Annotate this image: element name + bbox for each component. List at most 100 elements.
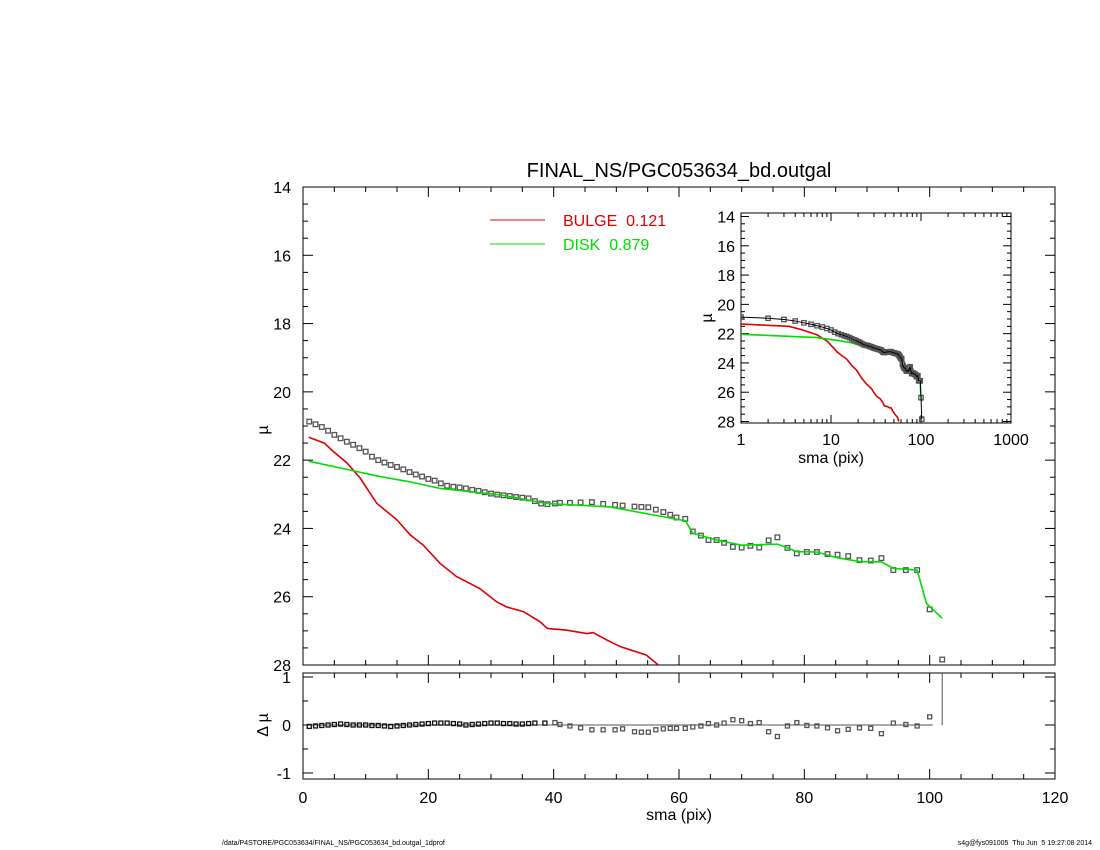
data-point: [631, 503, 638, 510]
residual-point: [814, 723, 820, 729]
data-point: [577, 499, 584, 506]
data-point: [356, 445, 363, 452]
legend-label-bulge: BULGE 0.121: [563, 213, 666, 230]
residual-point: [444, 720, 450, 726]
data-point: [838, 331, 845, 338]
residual-point: [542, 720, 548, 726]
y-tick-label: 18: [273, 317, 291, 334]
data-point: [419, 473, 426, 480]
residual-point: [394, 723, 400, 729]
residual-point: [721, 720, 727, 726]
data-point: [784, 544, 791, 551]
residual-point: [312, 723, 319, 729]
inset-y-tick-label: 22: [717, 327, 735, 344]
residual-point: [363, 722, 369, 728]
y-tick-label: 28: [273, 658, 291, 675]
residual-point: [638, 729, 645, 735]
data-point: [556, 499, 563, 506]
residual-point: [645, 729, 651, 735]
data-point: [431, 477, 438, 484]
data-point: [600, 500, 607, 507]
residual-point: [319, 722, 325, 729]
data-point: [437, 480, 444, 487]
inset-y-tick-label: 16: [717, 239, 735, 256]
residual-point: [488, 720, 494, 726]
y-tick-label: 14: [273, 180, 291, 197]
residual-point: [747, 720, 754, 727]
residual-point: [673, 725, 680, 732]
data-point: [381, 459, 388, 466]
x-tick-label: 40: [545, 790, 563, 807]
y-axis-label: µ: [255, 425, 272, 434]
residual-point: [730, 717, 736, 723]
y-tick-label: 26: [273, 590, 291, 607]
residual-point: [845, 726, 851, 732]
data-point: [856, 557, 863, 564]
residual-y-axis-label: Δ µ: [255, 713, 272, 736]
residual-point: [589, 727, 595, 733]
data-point: [519, 494, 526, 501]
residual-point: [513, 721, 519, 727]
residual-point: [413, 721, 419, 728]
data-point: [645, 504, 652, 511]
data-point: [660, 509, 667, 515]
data-point: [387, 461, 394, 468]
residual-point: [350, 722, 356, 728]
residual-point: [903, 721, 909, 728]
residual-point: [519, 721, 525, 727]
residual-y-tick-label: -1: [277, 766, 291, 783]
residual-point: [400, 722, 406, 729]
residual-point: [419, 721, 425, 727]
data-point: [306, 418, 313, 425]
data-point: [450, 483, 457, 490]
y-tick-label: 24: [273, 521, 291, 538]
residual-point: [525, 720, 532, 727]
residual-y-tick-label: 1: [282, 670, 291, 687]
residual-point: [325, 722, 331, 728]
data-point: [652, 506, 659, 513]
inset-x-tick-label: 10: [822, 432, 840, 449]
data-point: [867, 557, 874, 564]
inset-y-tick-label: 18: [717, 268, 735, 285]
data-point: [834, 551, 841, 558]
inset-observed-line: [741, 316, 923, 420]
data-point: [667, 511, 674, 518]
residual-point: [690, 724, 696, 730]
residual-point: [475, 721, 482, 727]
data-point: [425, 475, 432, 482]
residual-point: [431, 720, 438, 726]
chart-title: FINAL_NS/PGC053634_bd.outgal: [527, 160, 832, 182]
data-point: [375, 457, 382, 464]
residual-point: [868, 725, 874, 732]
residual-point: [469, 721, 475, 728]
residual-point: [494, 720, 500, 726]
data-point: [318, 424, 325, 430]
residual-point: [713, 722, 720, 728]
residual-point: [482, 720, 488, 727]
data-point: [456, 484, 463, 491]
residual-point: [381, 723, 388, 729]
residual-point: [507, 720, 513, 727]
data-point: [756, 544, 763, 551]
x-tick-label: 0: [299, 790, 308, 807]
residual-point: [631, 729, 638, 735]
residual-point: [600, 727, 606, 733]
residual-point: [824, 725, 831, 731]
main-disk-line: [308, 460, 943, 619]
data-point: [638, 503, 645, 510]
data-point: [878, 555, 885, 562]
residual-point: [756, 719, 762, 726]
residual-point: [457, 721, 463, 727]
residual-points: [306, 714, 933, 740]
y-tick-label: 22: [273, 453, 291, 470]
residual-point: [878, 730, 885, 737]
residual-point: [337, 721, 344, 727]
residual-point: [739, 718, 745, 724]
residual-point: [784, 723, 791, 729]
data-point: [312, 421, 319, 428]
main-observed-points: [306, 418, 946, 663]
data-point: [619, 502, 626, 509]
data-point: [394, 464, 400, 470]
residual-point: [794, 719, 800, 726]
